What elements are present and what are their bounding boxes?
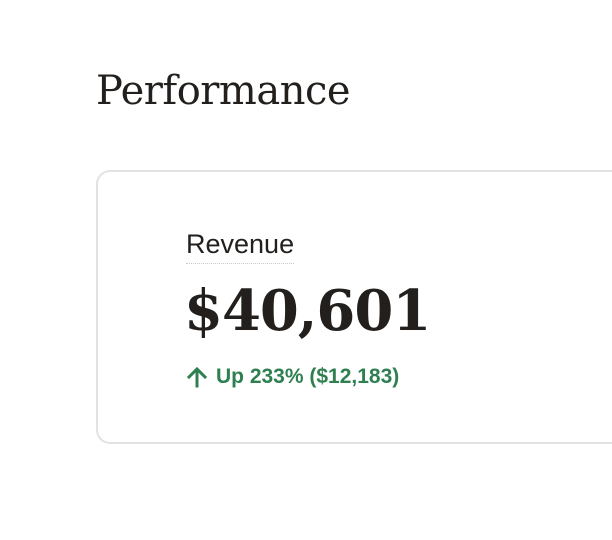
revenue-change-text: Up 233% ($12,183) xyxy=(216,365,400,388)
page-title: Performance xyxy=(96,68,351,114)
revenue-value: $40,601 xyxy=(184,278,431,344)
arrow-up-icon xyxy=(186,366,208,388)
revenue-change: Up 233% ($12,183) xyxy=(186,364,399,390)
revenue-label[interactable]: Revenue xyxy=(186,228,295,264)
revenue-card: Revenue $40,601 Up 233% ($12,183) xyxy=(96,170,612,444)
